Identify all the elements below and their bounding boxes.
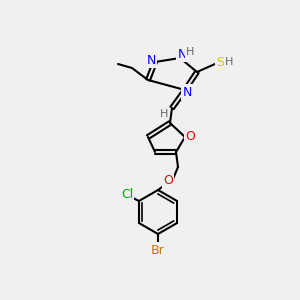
Text: H: H bbox=[160, 109, 168, 119]
Text: Br: Br bbox=[151, 244, 165, 256]
Text: N: N bbox=[146, 53, 156, 67]
Text: H: H bbox=[225, 57, 233, 67]
Text: Cl: Cl bbox=[121, 188, 133, 200]
Text: H: H bbox=[186, 47, 194, 57]
Text: N: N bbox=[177, 47, 187, 61]
Text: S: S bbox=[216, 56, 224, 68]
Text: N: N bbox=[182, 85, 192, 98]
Text: O: O bbox=[163, 175, 173, 188]
Text: O: O bbox=[185, 130, 195, 143]
